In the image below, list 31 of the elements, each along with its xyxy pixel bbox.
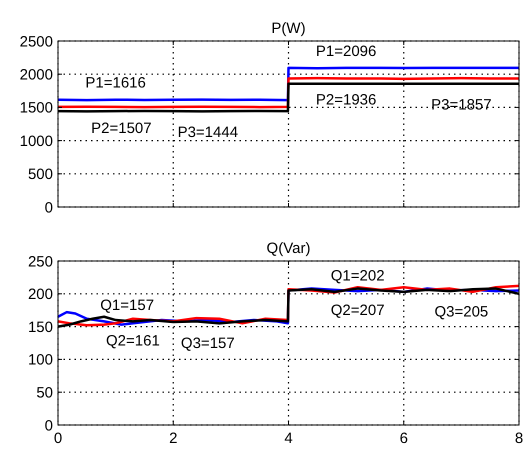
annotation: P2=1936 xyxy=(316,91,376,108)
y-tick-label: 150 xyxy=(28,318,53,336)
chart-title: Q(Var) xyxy=(266,240,310,257)
annotation: Q1=202 xyxy=(330,267,385,284)
y-tick-label: 250 xyxy=(28,253,53,270)
annotation: P2=1507 xyxy=(91,120,152,137)
y-tick-label: 1000 xyxy=(20,132,53,150)
y-tick-label: 0 xyxy=(44,199,53,216)
annotation: Q3=157 xyxy=(180,335,235,352)
y-tick-label: 1500 xyxy=(20,100,53,117)
chart-title: P(W) xyxy=(271,20,306,37)
y-tick-label: 2000 xyxy=(20,66,53,84)
y-tick-label: 0 xyxy=(44,417,53,434)
annotation: Q2=207 xyxy=(330,302,385,320)
y-tick-label: 500 xyxy=(28,166,53,184)
annotation: P1=2096 xyxy=(316,42,376,60)
x-tick-label: 6 xyxy=(400,430,408,447)
x-tick-label: 8 xyxy=(514,430,524,447)
annotation: Q2=161 xyxy=(106,332,160,350)
annotation: P1=1616 xyxy=(85,74,146,92)
annotation: Q3=205 xyxy=(434,304,488,321)
x-tick-label: 2 xyxy=(169,430,178,447)
y-tick-label: 200 xyxy=(28,286,53,304)
y-tick-label: 2500 xyxy=(20,33,53,50)
x-tick-label: 4 xyxy=(284,430,293,447)
annotation: P3=1444 xyxy=(178,124,238,142)
line-series xyxy=(56,76,520,108)
annotation: P3=1857 xyxy=(431,96,492,114)
y-tick-label: 100 xyxy=(28,352,53,369)
annotation: Q1=157 xyxy=(100,297,154,314)
y-tick-label: 50 xyxy=(36,384,53,402)
